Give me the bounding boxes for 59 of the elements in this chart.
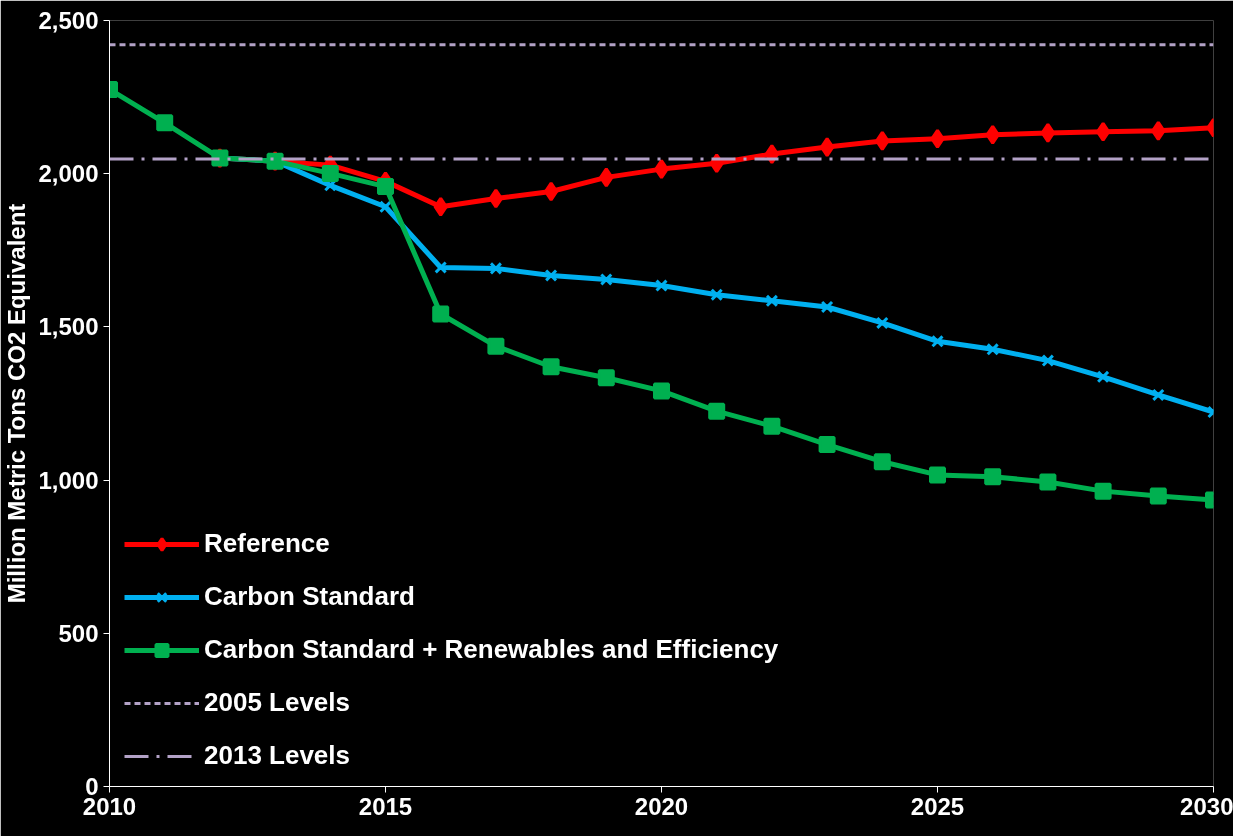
point bbox=[819, 137, 835, 158]
point bbox=[599, 272, 613, 286]
point bbox=[433, 196, 448, 217]
legend-label: Carbon Standard bbox=[204, 581, 415, 612]
point bbox=[379, 200, 392, 214]
point bbox=[929, 466, 946, 484]
point bbox=[765, 294, 779, 308]
point bbox=[156, 114, 174, 132]
legend-label: 2005 Levels bbox=[204, 687, 351, 718]
point bbox=[986, 342, 1000, 356]
point bbox=[1039, 473, 1057, 491]
point bbox=[875, 130, 890, 151]
point bbox=[1151, 388, 1165, 402]
point bbox=[543, 181, 559, 202]
point bbox=[653, 382, 670, 400]
y-axis-title: Million Metric Tons CO2 Equivalent bbox=[3, 203, 31, 604]
y-tick-label: 500 bbox=[58, 619, 99, 647]
y-tick-label: 1,500 bbox=[38, 313, 99, 341]
point bbox=[321, 164, 339, 182]
point bbox=[875, 316, 889, 330]
legend-label: 2013 Levels bbox=[204, 740, 351, 771]
y-tick-label: 2,000 bbox=[38, 160, 99, 188]
point bbox=[599, 167, 614, 188]
point bbox=[931, 334, 944, 348]
point bbox=[487, 337, 505, 355]
point bbox=[1151, 120, 1166, 141]
point bbox=[1041, 354, 1055, 368]
point bbox=[488, 188, 504, 209]
x-tick-label: 2030 bbox=[1180, 792, 1233, 820]
y-tick-label: 2,500 bbox=[38, 7, 99, 34]
point bbox=[873, 453, 891, 471]
point bbox=[432, 305, 450, 323]
point bbox=[708, 402, 726, 420]
point bbox=[377, 178, 394, 196]
x-tick-label: 2025 bbox=[910, 792, 965, 820]
point bbox=[820, 300, 834, 314]
point bbox=[710, 288, 724, 302]
legend-label: Carbon Standard + Renewables and Efficiency bbox=[204, 634, 779, 665]
point bbox=[1096, 370, 1110, 384]
point bbox=[655, 279, 668, 292]
point bbox=[1095, 121, 1111, 142]
y-tick-label: 1,000 bbox=[38, 466, 99, 494]
point bbox=[597, 369, 615, 387]
point bbox=[1149, 487, 1167, 505]
point bbox=[930, 128, 945, 149]
point bbox=[654, 159, 669, 180]
point bbox=[763, 417, 781, 435]
point bbox=[544, 268, 558, 282]
point bbox=[1094, 482, 1112, 500]
point bbox=[985, 124, 1000, 145]
x-tick-label: 2015 bbox=[358, 792, 413, 820]
point bbox=[489, 261, 503, 275]
legend-label: Reference bbox=[204, 528, 330, 559]
point bbox=[818, 436, 836, 454]
point bbox=[542, 358, 560, 376]
point bbox=[1040, 122, 1056, 143]
point bbox=[434, 261, 448, 274]
x-tick-label: 2020 bbox=[634, 792, 689, 820]
point bbox=[984, 468, 1002, 486]
